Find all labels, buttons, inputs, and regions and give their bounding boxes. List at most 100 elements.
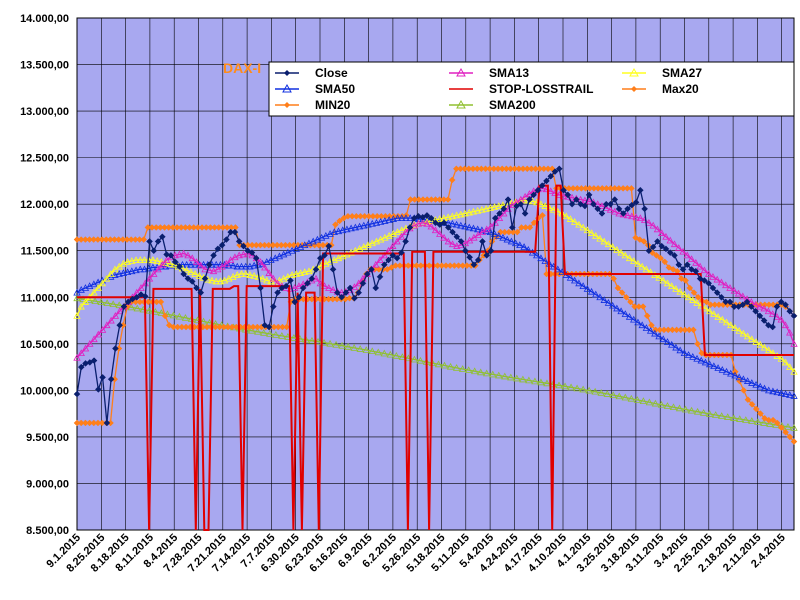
data-point [634, 318, 642, 326]
data-point [229, 261, 237, 269]
data-point [351, 223, 360, 231]
data-point [145, 306, 153, 314]
data-point [705, 360, 714, 368]
data-point [689, 353, 697, 360]
legend: Close SMA13 SMA27 SMA50 STOP-LOSSTRAIL Max20 M… [268, 61, 795, 117]
data-point [645, 218, 653, 226]
data-point [128, 267, 136, 275]
data-point [661, 258, 669, 266]
data-point [111, 271, 119, 278]
data-point [628, 185, 635, 192]
data-point [434, 360, 443, 368]
data-point [501, 372, 509, 380]
data-point [643, 312, 651, 320]
data-point [551, 168, 559, 175]
data-point [166, 259, 174, 267]
data-point [625, 312, 634, 320]
data-point [316, 254, 324, 262]
data-point [465, 223, 473, 231]
data-point [748, 417, 756, 424]
data-point [543, 177, 550, 185]
data-point [525, 376, 533, 384]
data-point [693, 354, 701, 362]
data-point [692, 267, 700, 275]
data-point [431, 226, 440, 234]
data-point [201, 275, 209, 283]
data-point [533, 251, 541, 259]
data-point [675, 404, 684, 412]
data-point [184, 275, 192, 283]
data-point [687, 255, 696, 263]
y-tick-label: 12.000,00 [20, 199, 69, 211]
data-point [109, 300, 117, 308]
data-point [385, 256, 392, 264]
data-point [182, 266, 191, 274]
data-point [558, 268, 566, 276]
data-point [237, 262, 246, 270]
data-point [157, 298, 165, 306]
data-point [566, 215, 575, 222]
legend-label: MIN20 [315, 98, 351, 112]
data-point [444, 237, 452, 245]
data-point [188, 254, 196, 262]
data-point [784, 423, 792, 430]
data-point [261, 321, 269, 329]
data-point [86, 339, 94, 347]
data-point [604, 299, 613, 306]
data-point [639, 397, 648, 405]
data-point [790, 438, 798, 445]
data-point [184, 251, 192, 259]
data-point [567, 383, 575, 391]
data-point [684, 293, 693, 301]
data-point [312, 265, 320, 273]
data-point [332, 221, 339, 229]
data-point [730, 414, 738, 421]
data-point [201, 265, 209, 273]
data-point [176, 263, 183, 270]
data-point [683, 251, 691, 259]
data-point [786, 363, 794, 370]
data-point [701, 304, 710, 312]
data-point [308, 336, 316, 344]
data-point [781, 321, 790, 329]
data-point [790, 312, 798, 320]
data-point [99, 373, 106, 381]
data-point [587, 229, 596, 236]
data-point [389, 252, 397, 259]
data-point [212, 260, 220, 268]
data-point [146, 238, 153, 245]
data-point [694, 293, 702, 301]
data-point [116, 321, 124, 329]
data-point [448, 219, 457, 227]
data-point [748, 335, 756, 343]
data-point [136, 256, 144, 263]
data-point [380, 349, 388, 357]
data-point [676, 346, 684, 354]
data-point [458, 365, 467, 372]
data-point [663, 279, 672, 287]
data-point [457, 221, 465, 229]
legend-item-sma13: SMA13 [449, 66, 529, 80]
data-point [491, 214, 499, 222]
data-point [483, 369, 491, 377]
data-point [248, 326, 256, 334]
data-point [81, 298, 90, 305]
data-point [640, 238, 648, 245]
data-point [495, 371, 503, 379]
data-point [519, 375, 527, 383]
data-point [727, 321, 735, 329]
series-group [73, 165, 798, 531]
data-point [655, 273, 663, 281]
data-point [648, 321, 655, 329]
data-point [592, 290, 600, 298]
data-point [568, 193, 576, 201]
data-point [368, 219, 376, 227]
data-point [288, 271, 296, 278]
data-point [178, 260, 187, 268]
data-point [77, 349, 85, 357]
data-point [376, 273, 384, 281]
data-point [150, 270, 158, 277]
data-point [325, 242, 333, 250]
series-line [76, 297, 795, 429]
data-point [440, 361, 449, 369]
